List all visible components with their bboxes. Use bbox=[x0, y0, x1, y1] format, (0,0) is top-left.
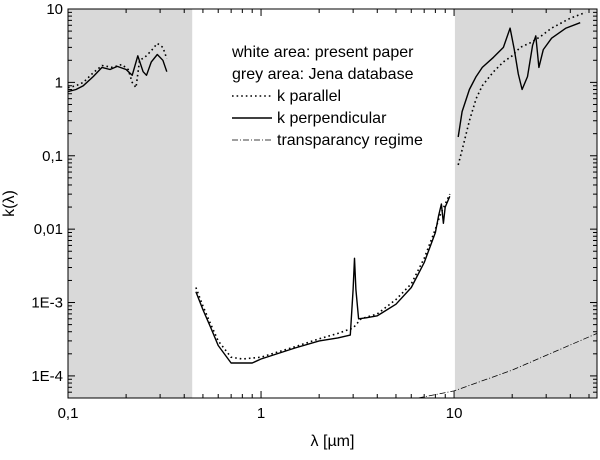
legend-label-k-parallel: k parallel bbox=[277, 88, 341, 105]
series-lines bbox=[67, 11, 597, 398]
series-k-parallel-present-paper bbox=[195, 193, 451, 360]
y-tick-label-4: 1E-3 bbox=[31, 295, 63, 312]
x-tick-label-0: 0,1 bbox=[58, 405, 79, 422]
x-tick-label-1: 1 bbox=[257, 405, 265, 422]
series-k-perpendicular-present-paper bbox=[195, 196, 451, 364]
legend-note-grey-area: grey area: Jena database bbox=[232, 66, 414, 83]
series-k-parallel-jena-uv bbox=[67, 42, 168, 89]
y-tick-label-5: 1E-4 bbox=[31, 368, 63, 385]
x-tick-label-2: 10 bbox=[446, 405, 463, 422]
legend-note-white-area: white area: present paper bbox=[231, 44, 414, 61]
axis-ticks bbox=[67, 8, 597, 398]
series-transparancy-regime-extrapolation bbox=[417, 333, 597, 398]
legend-label-transparancy-regime: transparancy regime bbox=[277, 132, 423, 149]
series-k-parallel-jena-ir bbox=[457, 11, 586, 166]
y-tick-label-2: 0,1 bbox=[42, 148, 63, 165]
y-tick-label-1: 1 bbox=[55, 74, 63, 91]
y-axis-label: k(λ) bbox=[1, 190, 18, 217]
grey-region-0 bbox=[68, 9, 193, 398]
series-k-perpendicular-jena-ir bbox=[457, 22, 581, 138]
plot-frame bbox=[67, 8, 598, 399]
legend: white area: present paper grey area: Jen… bbox=[231, 44, 423, 149]
tick-labels: 0,1 1 10 10 1 0,1 0,01 1E-3 1E-4 bbox=[31, 1, 462, 422]
x-axis-label: λ [µm] bbox=[311, 433, 355, 450]
legend-label-k-perpendicular: k perpendicular bbox=[277, 110, 387, 127]
grey-region-1 bbox=[454, 9, 597, 398]
series-k-perpendicular-jena-uv bbox=[67, 53, 168, 93]
y-tick-label-0: 10 bbox=[46, 1, 63, 18]
y-tick-label-3: 0,01 bbox=[34, 221, 63, 238]
